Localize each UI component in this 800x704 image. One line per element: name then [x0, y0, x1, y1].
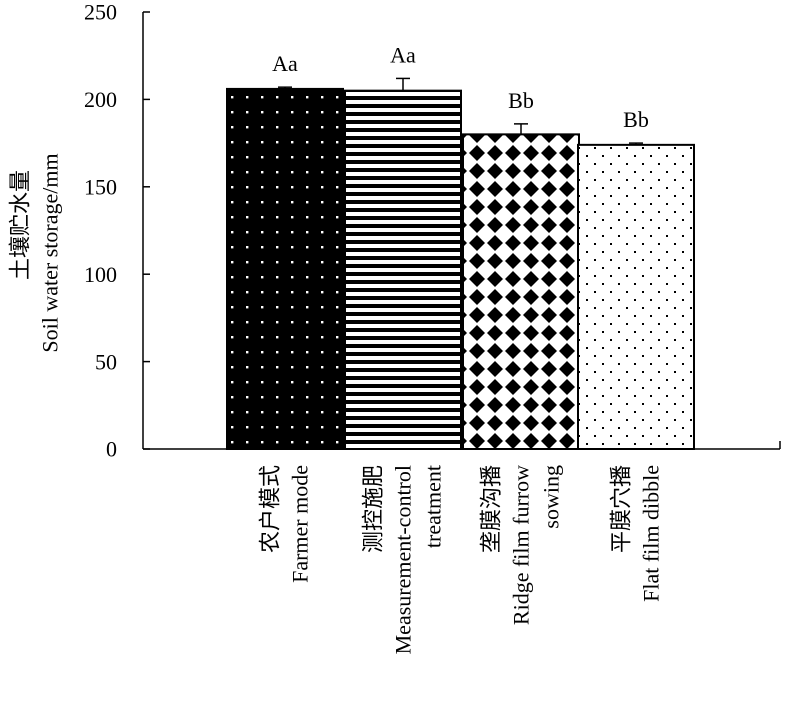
y-axis-title: 土壤贮水量 — [8, 170, 33, 280]
category-label-en: Farmer mode — [288, 465, 313, 583]
category-label-en: Measurement-control — [391, 465, 416, 654]
bar — [344, 89, 462, 450]
category-label-group: Flat film dibble — [639, 465, 664, 602]
category-labels: 农户模式 Farmer mode 测控施肥 Measurement-control tr… — [258, 465, 664, 654]
y-axis-title-en-group: Soil water storage/mm — [38, 153, 63, 352]
bar — [577, 143, 695, 451]
category-label-group: sowing — [539, 465, 564, 529]
bars — [226, 87, 695, 451]
category-label-cn: 农户模式 — [258, 465, 283, 553]
category-label-group: 测控施肥 — [361, 465, 386, 553]
significance-label: Bb — [508, 88, 534, 113]
y-axis-ticks: 0 50 100 150 200 250 — [84, 0, 150, 462]
category-label-en: sowing — [539, 465, 564, 529]
category-label-group: Ridge film furrow — [509, 465, 534, 625]
bar — [462, 133, 580, 451]
y-tick-label: 150 — [84, 175, 117, 200]
y-axis-title-cn: 土壤贮水量 — [8, 170, 33, 280]
category-label-group: 农户模式 — [258, 465, 283, 553]
y-tick-label: 50 — [95, 349, 117, 374]
y-tick-label: 0 — [106, 437, 117, 462]
error-bars — [278, 77, 643, 145]
category-label-group: 垄膜沟播 — [479, 465, 504, 553]
y-tick-label: 100 — [84, 262, 117, 287]
category-label-group: 平膜穴播 — [609, 465, 634, 553]
axes — [142, 12, 781, 450]
category-label-group: treatment — [421, 465, 446, 548]
significance-label: Aa — [390, 42, 416, 67]
category-label-en: treatment — [421, 465, 446, 548]
category-label-en: Flat film dibble — [639, 465, 664, 602]
y-tick-label: 200 — [84, 87, 117, 112]
category-label-cn: 测控施肥 — [361, 465, 386, 553]
category-label-group: Farmer mode — [288, 465, 313, 583]
significance-labels: Aa Aa Bb Bb — [272, 42, 649, 132]
y-tick-label: 250 — [84, 0, 117, 25]
significance-label: Aa — [272, 51, 298, 76]
category-label-en: Ridge film furrow — [509, 465, 534, 625]
category-label-cn: 垄膜沟播 — [479, 465, 504, 553]
category-label-group: Measurement-control — [391, 465, 416, 654]
significance-label: Bb — [623, 107, 649, 132]
bar — [226, 87, 344, 451]
y-axis-title-en: Soil water storage/mm — [38, 153, 63, 352]
category-label-cn: 平膜穴播 — [609, 465, 634, 553]
